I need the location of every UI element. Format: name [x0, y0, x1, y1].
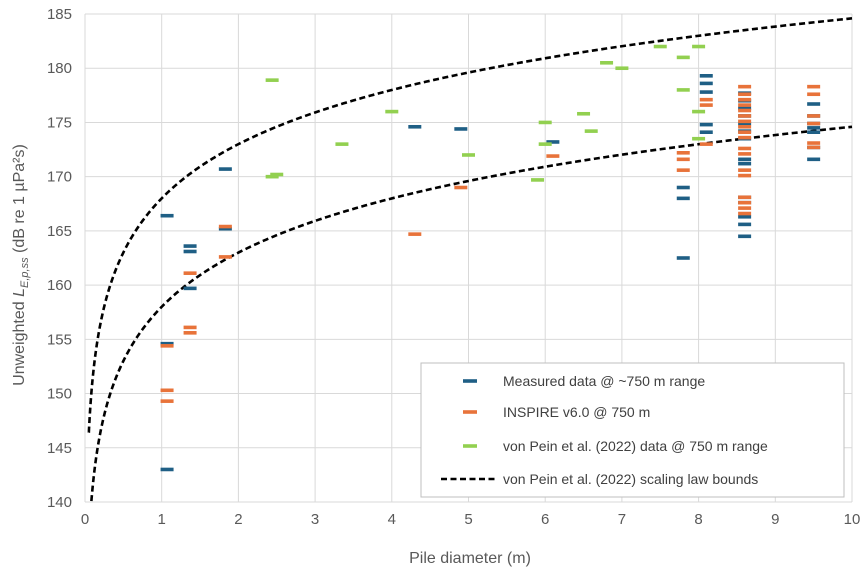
y-tick-label: 160: [47, 277, 72, 294]
x-tick-label: 7: [618, 511, 626, 528]
x-axis-title: Pile diameter (m): [409, 550, 531, 567]
scaling-law-curve-lower: [90, 125, 853, 502]
legend-label-2: INSPIRE v6.0 @ 750 m: [503, 404, 650, 420]
x-tick-label: 5: [464, 511, 472, 528]
y-tick-label: 175: [47, 114, 72, 131]
legend-label-1: Measured data @ ~750 m range: [503, 373, 705, 389]
x-tick-label: 0: [81, 511, 89, 528]
y-axis-title-suffix: (dB re 1 µPa²s): [11, 144, 28, 257]
data-points: [160, 44, 821, 472]
x-tick-label: 9: [771, 511, 779, 528]
y-axis-title-subscript: E,p,ss: [19, 257, 31, 288]
y-tick-label: 145: [47, 440, 72, 457]
x-tick-label: 1: [158, 511, 166, 528]
scaling-law-curve-upper: [87, 17, 853, 433]
y-tick-label: 170: [47, 169, 72, 186]
y-tick-label: 185: [47, 6, 72, 23]
x-tick-label: 4: [388, 511, 396, 528]
y-tick-labels: 140 145 150 155 160 165 170 175 180 185: [47, 6, 72, 511]
y-axis-title: Unweighted LE,p,ss (dB re 1 µPa²s): [11, 144, 31, 386]
y-tick-label: 180: [47, 60, 72, 77]
x-tick-label: 8: [694, 511, 702, 528]
scaling-law-curves: [87, 17, 853, 502]
y-tick-label: 150: [47, 386, 72, 403]
legend-box: [420, 362, 845, 498]
y-axis-title-prefix: Unweighted: [11, 297, 28, 386]
y-tick-label: 140: [47, 494, 72, 511]
y-tick-label: 155: [47, 331, 72, 348]
x-tick-label: 2: [234, 511, 242, 528]
y-tick-label: 165: [47, 223, 72, 240]
legend-label-4: von Pein et al. (2022) scaling law bound…: [503, 471, 758, 487]
legend: Measured data @ ~750 m range INSPIRE v6.0…: [420, 362, 845, 498]
x-tick-label: 3: [311, 511, 319, 528]
x-tick-labels: 0 1 2 3 4 5 6 7 8 9 10: [81, 511, 861, 528]
x-tick-label: 10: [844, 511, 861, 528]
legend-items: Measured data @ ~750 m range INSPIRE v6.0…: [441, 373, 768, 487]
legend-label-3: von Pein et al. (2022) data @ 750 m rang…: [503, 438, 768, 454]
y-axis-title-symbol: L: [11, 288, 28, 297]
x-tick-label: 6: [541, 511, 549, 528]
